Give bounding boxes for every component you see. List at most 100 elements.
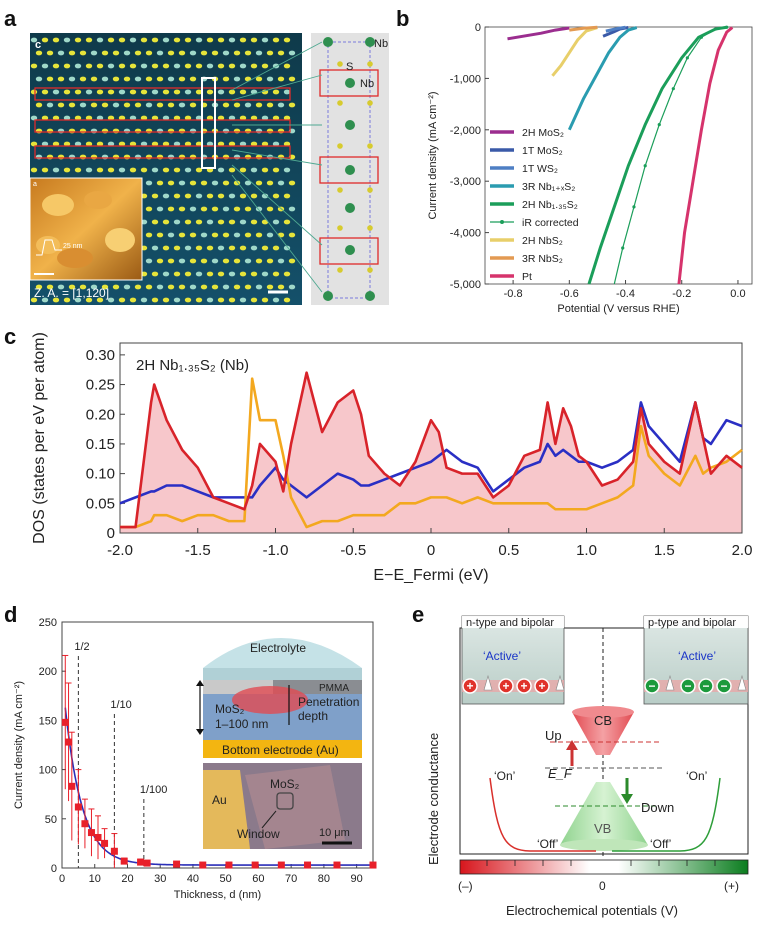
stem-atom — [217, 115, 225, 121]
stem-atom — [206, 245, 214, 251]
stem-atom — [107, 115, 115, 121]
stem-atom — [156, 258, 164, 264]
stem-atom — [266, 76, 274, 82]
nb-atom — [345, 120, 355, 130]
stem-atom — [189, 232, 197, 238]
stem-atom — [35, 102, 43, 108]
negative-charge — [644, 678, 660, 694]
stem-atom — [255, 284, 263, 290]
stem-atom — [217, 37, 225, 43]
stem-atom — [261, 219, 269, 225]
b-series-pt — [677, 26, 734, 285]
b-legend-label: 2H Nb₁.₃₅S₂ — [522, 199, 578, 211]
down-label: Down — [641, 800, 674, 815]
nb-atom — [345, 78, 355, 88]
d-xtick-label: 70 — [285, 873, 297, 885]
stem-atom — [206, 271, 214, 277]
stem-atom — [118, 115, 126, 121]
d-point — [143, 859, 151, 867]
stem-atom — [123, 154, 131, 160]
s-atom — [367, 100, 373, 106]
c-xlabel: E−E_Fermi (eV) — [373, 567, 488, 584]
stem-atom — [167, 284, 175, 290]
b-xtick-label: -0.4 — [616, 288, 635, 300]
stem-atom — [156, 102, 164, 108]
hole-arrow — [737, 674, 747, 691]
e-ylabel: Electrode conductance — [426, 733, 441, 865]
b-ytick-label: -2,000 — [450, 125, 481, 137]
off-left-label: ‘Off’ — [537, 837, 558, 851]
c-ytick-label: 0.30 — [86, 347, 115, 364]
stem-atom — [272, 271, 280, 277]
stem-atom — [178, 128, 186, 134]
stem-atom — [250, 63, 258, 69]
model-box-3 — [319, 237, 379, 265]
c-xtick-label: 1.5 — [654, 542, 675, 559]
stem-atom — [233, 102, 241, 108]
stem-atom — [250, 167, 258, 173]
positive-sign: + — [502, 679, 509, 693]
atom-label-nb-top: Nb — [374, 38, 388, 50]
stem-atom — [145, 232, 153, 238]
stem-atom — [195, 245, 203, 251]
stem-atom — [46, 102, 54, 108]
stem-atom — [68, 128, 76, 134]
stem-atom — [129, 63, 137, 69]
stem-atom — [41, 63, 49, 69]
stem-atom — [283, 37, 291, 43]
stem-atom — [96, 141, 104, 147]
stem-atom — [145, 76, 153, 82]
b-series-nbs2_3r — [569, 25, 598, 32]
stem-atom — [195, 89, 203, 95]
stem-atom — [206, 63, 214, 69]
stem-atom — [134, 76, 142, 82]
stem-atom — [261, 245, 269, 251]
d-ytick-label: 100 — [39, 765, 57, 777]
stem-atom — [57, 128, 65, 134]
nb-atom — [323, 291, 333, 301]
stem-atom — [184, 193, 192, 199]
d-point — [369, 861, 377, 869]
stem-atom — [189, 284, 197, 290]
d-ytick-label: 50 — [45, 814, 57, 826]
stem-atom — [206, 37, 214, 43]
d-point — [251, 861, 259, 869]
stem-atom — [189, 206, 197, 212]
stem-atom — [184, 167, 192, 173]
stem-atom — [101, 128, 109, 134]
stem-atom — [35, 284, 43, 290]
stem-atom — [57, 76, 65, 82]
stem-atom — [112, 76, 120, 82]
stem-atom — [244, 258, 252, 264]
stem-atom — [173, 89, 181, 95]
bottom-electrode-label: Bottom electrode (Au) — [222, 743, 339, 757]
stem-atom — [261, 167, 269, 173]
b-series-ws2_1t — [605, 25, 626, 33]
stem-atom — [195, 219, 203, 225]
stem-atom — [239, 297, 247, 303]
stem-atom — [288, 180, 296, 186]
stem-atom — [239, 141, 247, 147]
stem-atom — [167, 76, 175, 82]
s-atom — [337, 61, 343, 67]
panel-e-label: e — [412, 602, 424, 627]
stem-atom — [272, 115, 280, 121]
c-xtick-label: -1.0 — [263, 542, 289, 559]
stem-atom — [52, 89, 60, 95]
stem-atom — [173, 297, 181, 303]
stem-atom — [156, 206, 164, 212]
d-xlabel: Thickness, d (nm) — [174, 889, 261, 901]
d-point — [304, 861, 312, 869]
stem-atom — [68, 76, 76, 82]
stem-atom — [184, 141, 192, 147]
stem-image: c 25 nm a Z. A. = [1,120] — [29, 33, 302, 305]
mos2-photo-label: MoS₂ — [270, 777, 300, 791]
stem-atom — [222, 102, 230, 108]
stem-atom — [46, 76, 54, 82]
b-series-ir — [613, 26, 727, 285]
stem-atom — [118, 141, 126, 147]
d-point — [173, 860, 181, 868]
stem-atom — [266, 102, 274, 108]
potential-gradient-bar — [459, 859, 749, 875]
stem-atom — [277, 76, 285, 82]
